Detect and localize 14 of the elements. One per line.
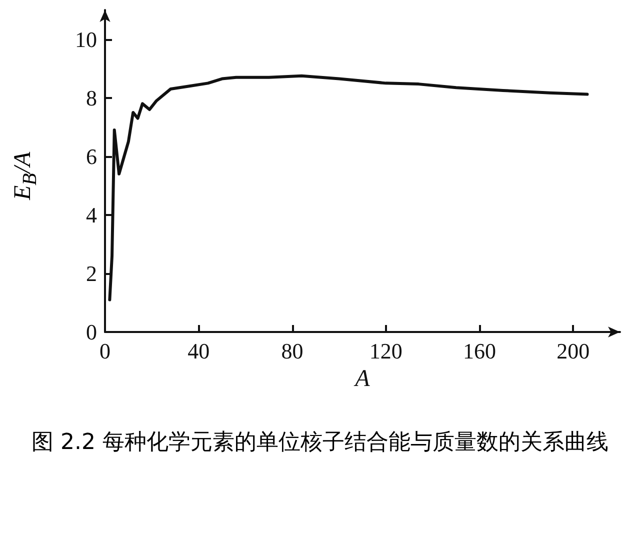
y-tick-label: 0 [86, 320, 97, 344]
y-tick-label: 4 [86, 202, 97, 228]
x-tick-label: 80 [281, 338, 304, 364]
x-tick-label: 160 [463, 338, 496, 364]
y-tick-label: 8 [86, 85, 97, 110]
line-series [108, 74, 589, 302]
x-tick-label: 120 [369, 338, 402, 364]
x-axis-title: A [353, 366, 370, 392]
y-tick-label: 10 [75, 26, 97, 52]
y-tick-label: 6 [86, 144, 97, 169]
x-tick-label: 40 [188, 338, 210, 364]
y-tick-label: 2 [86, 260, 97, 286]
x-tick-label: 200 [556, 338, 590, 364]
caption: 图 2.2 每种化学元素的单位核子结合能与质量数的关系曲线 [30, 429, 610, 457]
